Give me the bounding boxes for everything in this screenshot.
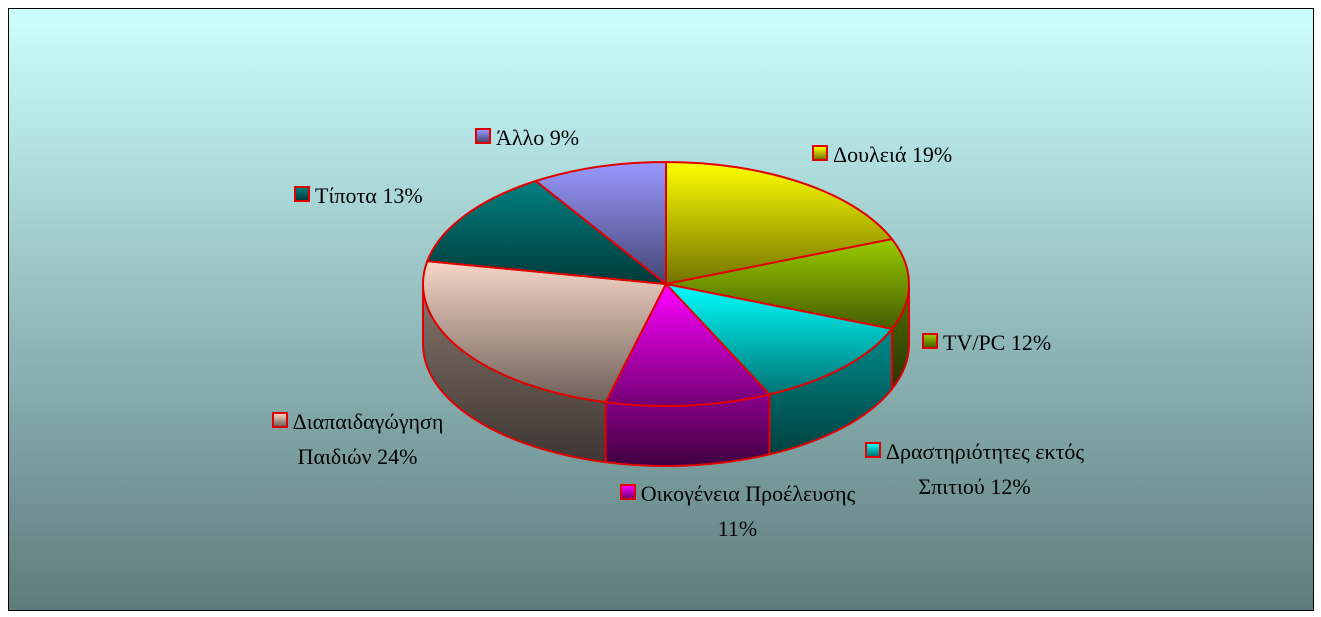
data-label: Τίποτα 13% [294,178,554,213]
label-value: 19% [911,142,953,167]
pie-slice [604,282,772,407]
pie-slice [422,260,668,404]
data-label: Οικογένεια Προέλευσης 11% [615,476,860,546]
pie-slice [665,237,910,331]
data-label: Δουλειά 19% [812,137,1072,172]
data-label: Δραστηριότητες εκτός Σπιτιού 12% [852,434,1097,504]
legend-key [475,128,491,144]
pie-slice [533,160,667,287]
legend-key [922,333,938,349]
pie-slice [665,160,894,286]
legend-key [619,484,636,500]
label-value: 13% [382,183,423,208]
pie-slice [663,282,894,396]
legend-key [294,186,310,202]
data-label: Άλλο 9% [475,120,675,155]
label-value: 11% [717,516,758,541]
label-name: TV/PC [943,330,1006,355]
legend-key [864,442,881,458]
label-name: Άλλο [496,125,545,150]
label-value: 12% [1010,330,1052,355]
label-name: Οικογένεια Προέλευσης [640,481,856,506]
label-name: Δραστηριότητες εκτός Σπιτιού [885,439,1085,499]
label-name: Δουλειά [833,142,907,167]
label-value: 24% [377,444,418,469]
label-value: 12% [990,474,1031,499]
legend-key [271,412,288,428]
label-name: Τίποτα [315,183,377,208]
data-label: Διαπαιδαγώγηση Παιδιών 24% [240,404,475,474]
pie-slice [425,179,670,286]
label-name: Διαπαιδαγώγηση Παιδιών [292,409,444,469]
data-label: TV/PC 12% [922,325,1182,360]
legend-key [812,145,828,161]
label-value: 9% [549,125,580,150]
